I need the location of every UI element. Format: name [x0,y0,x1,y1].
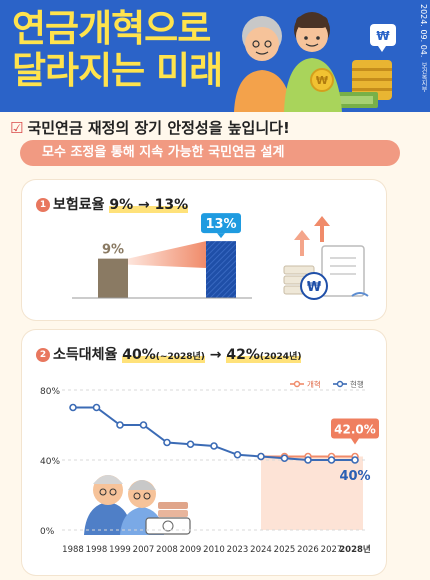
reform-end-pointer [351,438,359,445]
section-heading: ☑ 국민연금 재정의 장기 안정성을 높입니다! [10,117,290,138]
x-tick-label: 2010 [203,545,225,555]
series-point [257,452,265,461]
series-point [139,421,148,429]
series-point [163,438,171,447]
coin-stack-icon [352,60,392,100]
bar-label-pointer [217,233,225,239]
card1-title-value: 9% → 13% [109,197,189,213]
legend-marker [336,380,344,388]
bar-label-1: 9% [102,243,124,258]
card2-title-prefix: 소득대체율 [53,347,123,363]
current-end-label: 40% [339,469,370,484]
series-point [233,450,242,459]
x-tick-label: 1999 [109,545,131,555]
series-point [210,442,218,450]
document-coin-icon: ₩ [283,216,369,300]
x-tick-label: 2024 [250,545,272,555]
header-title-line2: 달라지는 미래 [12,49,223,92]
young-man-icon: ₩ [284,12,342,112]
x-tick-label: 2023 [227,545,249,555]
card1-title-prefix: 보험료율 [53,197,110,213]
y-tick-label: 0% [40,527,55,537]
y-tick-label: 40% [40,457,60,467]
replacement-rate-title: 2 소득대체율 40%(~2028년) → 42%(2024년) [36,344,302,364]
contribution-rate-card: 1 보험료율 9% → 13% ₩ 9% 13% [22,180,386,320]
x-tick-label: 2025 [274,545,296,555]
reform-end-badge [331,418,379,439]
series-point [186,440,195,449]
series-point [304,456,312,464]
section-heading-text: 국민연금 재정의 장기 안정성을 높입니다! [27,119,290,137]
x-tick-label: 2028년 [339,544,371,555]
x-tick-label: 2008 [156,545,178,555]
header-illustration: ₩ ₩ [234,12,396,112]
series-line-current [73,406,355,461]
x-tick-label: 2007 [133,545,155,555]
cash-stack-icon [145,502,191,535]
number-badge: 2 [36,348,50,362]
checkbox-icon: ☑ [10,119,24,137]
x-tick-label: 2009 [180,545,202,555]
bar-label-2: 13% [205,217,236,232]
series-point [327,456,336,464]
x-tick-label: 2027 [321,545,343,555]
replacement-rate-card: 2 소득대체율 40%(~2028년) → 42%(2024년) [22,330,386,575]
card2-title-value2: 42%(2024년) [226,347,302,363]
x-tick-label: 2026 [297,545,319,555]
header-organization: 보건복지부 [420,62,427,92]
x-tick-label: 1988 [62,545,84,555]
speech-bubble-symbol: ₩ [376,29,390,43]
legend-label: 현행 [350,379,364,389]
number-badge: 1 [36,198,50,212]
contribution-rate-chart: ₩ 9% 13% [72,213,369,300]
card2-title-value1: 40%(~2028년) [122,347,205,363]
contribution-bar-1 [98,258,128,298]
reform-period-shade [261,456,363,530]
increase-fan [128,241,206,268]
series-point [69,403,77,412]
speech-bubble-won-icon: ₩ [370,24,396,52]
reform-end-label: 42.0% [334,423,376,437]
legend-marker [293,380,301,388]
bar-label-badge [201,213,241,234]
legend-label: 개혁 [307,379,321,389]
document-coin-symbol: ₩ [307,280,322,295]
contribution-rate-title: 1 보험료율 9% → 13% [36,194,189,214]
x-tick-label: 1998 [86,545,108,555]
contribution-bar-2 [206,241,236,298]
header-date: 2024. 09. 04. [419,4,428,58]
series-point [92,403,101,412]
cash-bundle-icon [330,92,378,108]
header-title-line1: 연금개혁으로 [12,7,211,50]
section-subheading: 모수 조정을 통해 지속 가능한 국민연금 설계 [20,140,400,166]
series-point [351,456,359,464]
series-point [116,421,124,429]
card2-title-arrow: → [204,347,227,363]
y-tick-label: 80% [40,387,60,397]
elderly-couple-icon [84,475,164,535]
header-banner: 연금개혁으로 달라지는 미래 [0,0,430,112]
coin-won-symbol: ₩ [316,74,328,87]
grandmother-icon [234,16,292,112]
series-point [280,454,289,463]
